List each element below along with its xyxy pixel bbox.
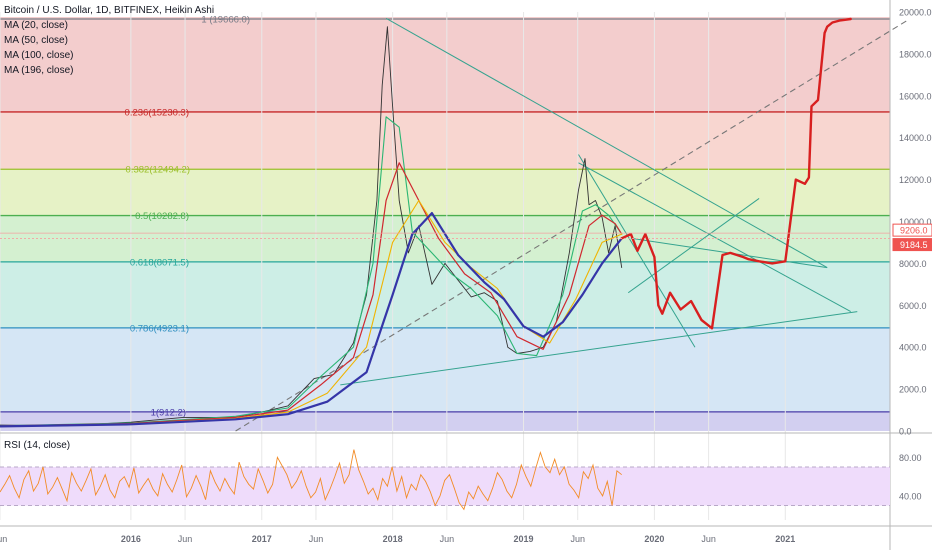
indicator-ma100[interactable]: MA (100, close) — [4, 50, 74, 61]
rsi-tick-label: 40.00 — [899, 491, 922, 501]
projection-line — [620, 17, 852, 330]
fib-band — [0, 169, 890, 216]
time-tick-label: Jun — [570, 534, 585, 544]
fib-band — [0, 111, 890, 170]
fib-band — [0, 261, 890, 328]
fib-labels: 1 (19666.0) 0.236(15230.3) 0.382(12494.2) 0… — [125, 14, 250, 418]
time-tick-label: 2020 — [644, 534, 664, 544]
projection-layer — [620, 17, 852, 330]
rsi-line — [0, 449, 622, 511]
ma-line-196 — [0, 212, 623, 428]
current-price-badge — [892, 223, 932, 237]
time-tick-label: 2018 — [383, 534, 403, 544]
indicator-ma50[interactable]: MA (50, close) — [4, 35, 68, 46]
price-tick-label: 10000.0 — [899, 217, 932, 227]
fib-level-label: 0.786(4923.1) — [130, 323, 189, 334]
indicator-ma196[interactable]: MA (196, close) — [4, 65, 74, 76]
rsi-indicator-label[interactable]: RSI (14, close) — [4, 440, 71, 451]
time-tick-label: Jun — [309, 534, 324, 544]
time-tick-label: 2017 — [252, 534, 272, 544]
fib-level-label: 0.236(15230.3) — [125, 107, 189, 118]
trendline — [627, 198, 760, 294]
price-tick-label: 8000.0 — [899, 259, 927, 269]
trendline — [578, 162, 851, 313]
ma-line-50 — [0, 162, 623, 427]
rsi-tick-label: 80.00 — [899, 453, 922, 463]
fib-band — [0, 18, 890, 112]
time-tick-label: Jun — [0, 534, 7, 544]
price-line — [0, 26, 623, 427]
fib-level-label: 0.618(8071.5) — [130, 257, 189, 268]
time-tick-label: 2021 — [775, 534, 795, 544]
current-price-badge — [892, 238, 932, 252]
price-tick-label: 16000.0 — [899, 91, 932, 101]
price-tick-label: 12000.0 — [899, 175, 932, 185]
price-tick-label: 14000.0 — [899, 133, 932, 143]
rsi-pane[interactable]: 80.00 40.00 — [0, 449, 922, 511]
symbol-title[interactable]: Bitcoin / U.S. Dollar, 1D, BITFINEX, Hei… — [4, 5, 215, 16]
price-tick-label: 0.0 — [899, 427, 912, 437]
trendline — [340, 311, 858, 386]
price-tick-label: 2000.0 — [899, 385, 927, 395]
rsi-band — [0, 466, 890, 506]
fib-level-label: 0.382(12494.2) — [126, 165, 190, 176]
fib-band-bottom — [0, 411, 890, 431]
price-tick-label: 4000.0 — [899, 343, 927, 353]
price-tick-label: 6000.0 — [899, 301, 927, 311]
indicator-ma20[interactable]: MA (20, close) — [4, 20, 68, 31]
series-layer — [0, 26, 623, 428]
current-price-text: 9184.5 — [900, 240, 928, 250]
current-price-text: 9206.0 — [900, 226, 928, 236]
fib-level-label: 1 (19666.0) — [201, 14, 250, 25]
price-axis[interactable]: 0.0 2000.0 4000.0 6000.0 8000.0 10000.0 12000.… — [0, 8, 932, 437]
time-axis[interactable]: Jun 2016 Jun 2017 Jun 2018 Jun 2019 Jun 2020 Jun 20… — [0, 534, 795, 544]
time-tick-label: Jun — [440, 534, 455, 544]
fib-band-top-edge — [0, 16, 890, 19]
fib-bands — [0, 16, 890, 431]
ma-line-20 — [0, 116, 623, 427]
time-tick-label: 2019 — [514, 534, 534, 544]
trendline — [385, 17, 828, 269]
chart-legend: Bitcoin / U.S. Dollar, 1D, BITFINEX, Hei… — [4, 3, 214, 78]
time-tick-label: Jun — [178, 534, 193, 544]
time-tick-label: Jun — [701, 534, 716, 544]
fib-level-label: 0.5(10282.8) — [135, 211, 189, 222]
fib-level-label: 1(912.2) — [151, 407, 186, 418]
price-tick-label: 20000.0 — [899, 8, 932, 18]
time-tick-label: 2016 — [121, 534, 141, 544]
price-tick-label: 18000.0 — [899, 49, 932, 59]
